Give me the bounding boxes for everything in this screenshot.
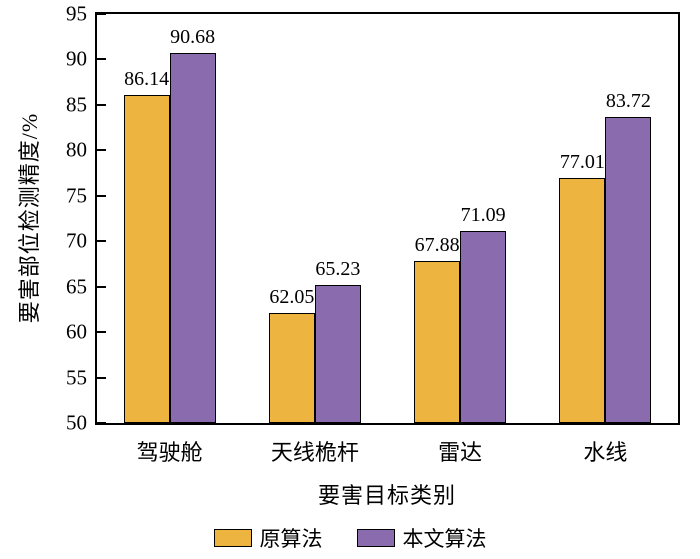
bar-value-label: 83.72 <box>605 89 651 112</box>
bar-value-label: 67.88 <box>414 233 460 256</box>
y-tick-label: 95 <box>66 1 87 26</box>
bar <box>559 177 606 423</box>
y-tick <box>97 376 106 379</box>
y-tick-label: 75 <box>66 183 87 208</box>
y-tick-label: 80 <box>66 137 87 162</box>
bar <box>605 116 652 423</box>
y-tick <box>97 194 106 197</box>
category-label: 天线桅杆 <box>270 440 359 465</box>
y-tick <box>97 149 106 152</box>
x-axis-label: 要害目标类别 <box>317 483 457 508</box>
bar <box>414 260 461 423</box>
legend-label: 本文算法 <box>402 527 487 551</box>
category-label: 驾驶舱 <box>136 440 203 465</box>
y-tick-label: 70 <box>66 228 87 253</box>
y-tick <box>97 58 106 61</box>
y-axis-label: 要害部位检测精度/% <box>17 112 42 324</box>
y-tick <box>97 103 106 106</box>
legend-item: 本文算法 <box>356 523 487 553</box>
plot-area: 50 55 60 65 70 75 80 85 90 95 86.14 90.68 驾驶舱 62.05 65… <box>66 3 680 465</box>
bar <box>314 284 361 423</box>
bar-value-label: 77.01 <box>559 150 605 173</box>
y-tick-label: 85 <box>66 92 87 117</box>
y-tick <box>97 13 106 15</box>
bar-value-label: 86.14 <box>124 67 170 90</box>
legend-item: 原算法 <box>213 523 323 553</box>
y-tick-label: 90 <box>66 46 87 71</box>
legend-swatch <box>356 529 395 547</box>
y-tick <box>97 285 106 288</box>
category-label: 雷达 <box>438 440 483 465</box>
legend-swatch <box>213 529 252 547</box>
y-tick-label: 50 <box>66 410 87 435</box>
y-tick <box>97 240 106 243</box>
bar-value-label: 65.23 <box>315 257 361 280</box>
bar-value-label: 62.05 <box>269 286 315 309</box>
legend: 原算法 本文算法 <box>0 523 700 553</box>
bar <box>268 313 315 423</box>
bar <box>169 53 216 423</box>
bar <box>123 94 170 423</box>
y-tick-label: 65 <box>66 274 87 299</box>
y-tick <box>97 331 106 334</box>
y-tick-label: 55 <box>66 365 87 390</box>
legend-label: 原算法 <box>259 527 323 551</box>
y-tick <box>97 422 106 424</box>
y-tick-label: 60 <box>66 319 87 344</box>
bar-value-label: 71.09 <box>460 204 506 227</box>
category-label: 水线 <box>583 440 628 465</box>
bar-value-label: 90.68 <box>170 26 216 49</box>
bar <box>460 231 507 423</box>
